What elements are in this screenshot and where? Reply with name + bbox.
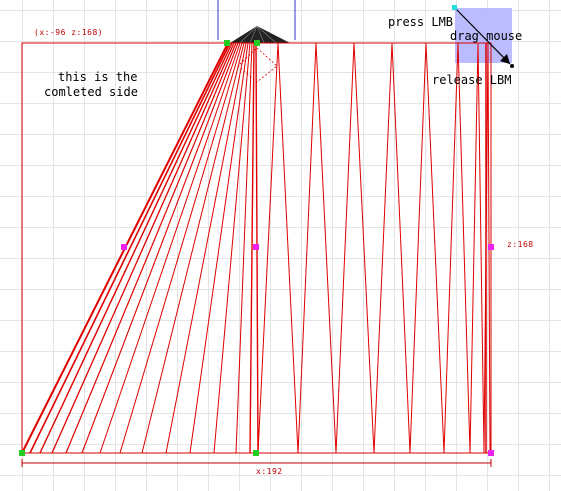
- corner-handle-bottom-left[interactable]: [19, 450, 25, 456]
- width-dimension: [21, 459, 492, 467]
- width-label: x:192: [256, 467, 283, 476]
- drag-arrow: [454, 7, 514, 68]
- mid-handle-left[interactable]: [121, 244, 127, 250]
- corner-handle-bottom-center[interactable]: [253, 450, 259, 456]
- mid-handle-center[interactable]: [253, 244, 259, 250]
- coord-readout: (x:-96 z:168): [34, 28, 103, 37]
- cursor-start-handle[interactable]: [452, 5, 457, 10]
- selection-diamond: [237, 47, 278, 83]
- drag-note: drag mouse: [450, 29, 522, 43]
- height-label: z:168: [507, 240, 534, 249]
- completed-fan-lines: [21, 42, 259, 454]
- release-note: release LBM: [432, 73, 511, 87]
- apex-shape: [230, 25, 290, 44]
- corner-handle-top-left[interactable]: [224, 40, 230, 46]
- press-note: press LMB: [388, 15, 453, 29]
- zigzag-strip: [257, 42, 491, 454]
- completed-side-note-line2: comleted side: [44, 85, 138, 99]
- completed-side-note-line1: this is the: [58, 70, 137, 84]
- corner-handle-bottom-right[interactable]: [488, 450, 494, 456]
- mid-handle-right[interactable]: [488, 244, 494, 250]
- corner-handle-top-center[interactable]: [254, 40, 260, 46]
